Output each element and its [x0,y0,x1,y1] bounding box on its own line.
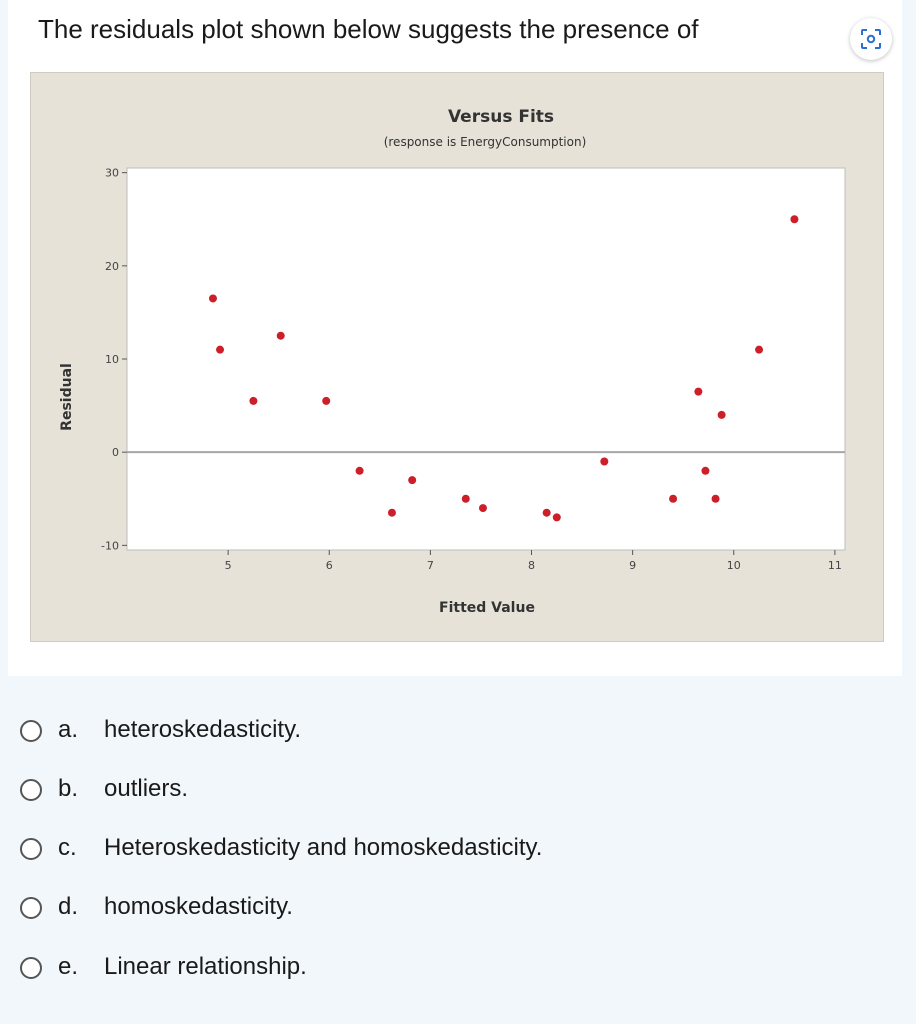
residual-point [701,466,710,475]
y-tick-label: -10 [101,539,119,552]
option-c[interactable]: c. Heteroskedasticity and homoskedastici… [20,830,720,870]
residual-point [542,508,551,517]
x-axis-label: Fitted Value [439,600,535,616]
residual-point [552,513,561,522]
radio-button[interactable] [20,779,42,801]
residual-point [249,396,258,405]
option-b[interactable]: b. outliers. [20,771,720,811]
residual-point [711,494,720,503]
option-letter: a. [58,716,79,743]
residual-point [600,457,609,466]
chart-title: Versus Fits [448,107,554,127]
option-letter: c. [58,834,77,861]
plot-area [126,167,846,551]
x-tick-label: 5 [225,559,232,572]
residual-point [387,508,396,517]
y-tick-label: 10 [105,353,119,366]
question-text: The residuals plot shown below suggests … [38,14,699,44]
option-e[interactable]: e. Linear relationship. [20,949,720,989]
option-d[interactable]: d. homoskedasticity. [20,889,720,929]
residual-point [216,345,225,354]
y-axis-label: Residual [59,363,75,431]
residual-point [408,476,417,485]
scan-button[interactable] [850,18,892,60]
scan-icon [861,29,881,49]
option-text: Linear relationship. [104,953,307,980]
residual-point [717,410,726,419]
y-tick-label: 30 [105,167,119,180]
radio-button[interactable] [20,720,42,742]
residual-point [790,215,799,224]
y-tick-label: 0 [112,446,119,459]
x-tick-label: 6 [326,559,333,572]
radio-button[interactable] [20,838,42,860]
residual-point [276,331,285,340]
x-tick-label: 11 [828,559,842,572]
option-text: Heteroskedasticity and homoskedasticity. [104,834,543,861]
option-text: heteroskedasticity. [104,716,301,743]
residual-point [694,387,703,396]
x-tick-label: 10 [727,559,741,572]
residual-point [461,494,470,503]
x-tick-label: 8 [528,559,535,572]
x-tick-label: 9 [629,559,636,572]
y-tick-label: 20 [105,260,119,273]
x-tick-label: 7 [427,559,434,572]
residual-point [322,396,331,405]
residual-point [755,345,764,354]
residual-point [355,466,364,475]
residual-point [478,504,487,513]
option-text: outliers. [104,775,189,802]
residual-point [669,494,678,503]
radio-button[interactable] [20,957,42,979]
option-letter: e. [58,953,79,980]
option-text: homoskedasticity. [104,893,293,920]
residual-point [208,294,217,303]
chart-frame: Versus Fits (response is EnergyConsumpti… [30,72,884,642]
option-letter: b. [58,775,79,802]
residuals-versus-fits-chart: Versus Fits (response is EnergyConsumpti… [59,107,846,616]
option-letter: d. [58,893,79,920]
chart-subtitle: (response is EnergyConsumption) [384,135,587,149]
radio-button[interactable] [20,897,42,919]
option-a[interactable]: a. heteroskedasticity. [20,712,720,752]
